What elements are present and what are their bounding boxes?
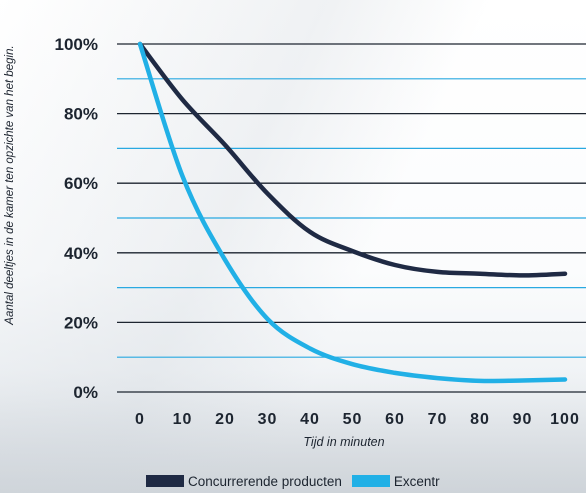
x-tick-label: 0: [135, 411, 145, 428]
x-tick-label: 20: [215, 411, 235, 428]
x-tick-labels: 0 10 20 30 40 50 60 70 80 90 100: [135, 411, 580, 428]
x-tick-label: 40: [300, 411, 320, 428]
grid-lines: [117, 43, 586, 393]
x-tick-label: 10: [173, 411, 193, 428]
y-tick-label: 80%: [64, 105, 98, 124]
y-axis-label-container: Aantal deeltjes in de kamer ten opzichte…: [0, 0, 20, 370]
x-tick-label: 90: [513, 411, 533, 428]
legend: Concurrerende producten Excentr: [146, 472, 450, 490]
y-tick-labels: 0% 20% 40% 60% 80% 100%: [55, 35, 98, 402]
x-tick-label: 100: [550, 411, 580, 428]
y-tick-label: 100%: [55, 35, 98, 54]
legend-swatch-competitors: [146, 475, 184, 487]
series-line-competitors: [137, 41, 568, 278]
legend-label-competitors: Concurrerende producten: [188, 473, 342, 489]
x-tick-label: 30: [258, 411, 278, 428]
legend-item-competitors: Concurrerende producten: [146, 474, 342, 489]
x-tick-label: 80: [470, 411, 490, 428]
series-line-excentr: [137, 41, 568, 384]
legend-item-excentr: Excentr: [351, 473, 440, 489]
y-tick-label: 60%: [64, 174, 98, 193]
y-tick-label: 0%: [73, 383, 98, 402]
x-axis-label: Tijd in minuten: [303, 435, 384, 449]
x-tick-label: 50: [343, 411, 363, 428]
y-tick-label: 20%: [64, 313, 98, 332]
x-tick-label: 60: [385, 411, 405, 428]
legend-label-excentr: Excentr: [393, 473, 440, 489]
y-axis-label: Aantal deeltjes in de kamer ten opzichte…: [4, 45, 16, 325]
x-tick-label: 70: [428, 411, 448, 428]
legend-swatch-excentr: [351, 475, 390, 487]
series-lines: [137, 41, 568, 384]
y-tick-label: 40%: [64, 244, 98, 263]
